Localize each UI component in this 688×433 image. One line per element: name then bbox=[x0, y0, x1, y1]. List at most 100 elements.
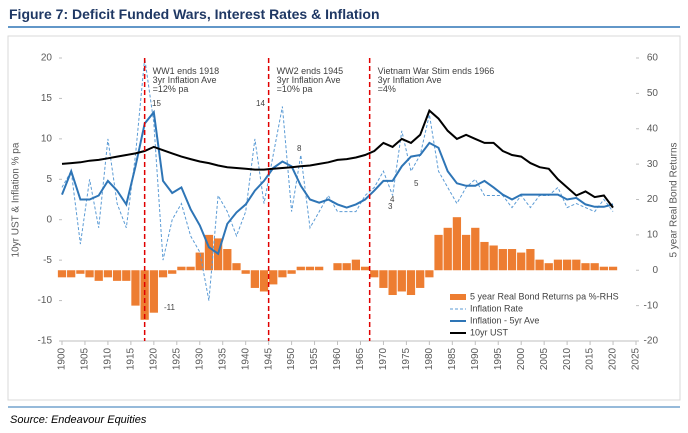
bar bbox=[562, 259, 572, 271]
x-tick-label: 1980 bbox=[424, 347, 435, 370]
bar bbox=[388, 270, 397, 296]
bar bbox=[489, 245, 498, 271]
x-tick-label: 2010 bbox=[562, 347, 573, 370]
x-tick-label: 1905 bbox=[80, 347, 91, 370]
legend-label: Inflation Rate bbox=[470, 303, 523, 313]
x-tick-label: 1970 bbox=[378, 347, 389, 370]
x-tick-label: 1955 bbox=[309, 347, 320, 370]
bar bbox=[342, 263, 351, 271]
x-tick-label: 1985 bbox=[447, 347, 458, 370]
event-label: 3yr Inflation Ave bbox=[277, 75, 341, 85]
x-tick-label: 1960 bbox=[332, 347, 343, 370]
bar bbox=[526, 249, 535, 271]
bar bbox=[461, 234, 471, 271]
y2-axis-label: 5 year Real Bond Returns bbox=[669, 142, 680, 257]
x-tick-label: 2005 bbox=[539, 347, 550, 370]
bar bbox=[94, 270, 103, 281]
source: Source: Endeavour Equities bbox=[10, 414, 147, 426]
bar bbox=[333, 263, 342, 271]
y2-tick-label: -20 bbox=[644, 336, 659, 347]
bar bbox=[351, 259, 361, 271]
x-tick-label: 1925 bbox=[171, 347, 182, 370]
y-tick-label: -15 bbox=[38, 336, 53, 347]
x-tick-label: 1910 bbox=[103, 347, 114, 370]
y2-tick-label: 0 bbox=[652, 265, 658, 276]
chart-frame bbox=[7, 35, 681, 401]
bar bbox=[370, 270, 379, 278]
legend-label: 5 year Real Bond Returns pa %-RHS bbox=[470, 291, 619, 301]
point-label: 8 bbox=[297, 144, 302, 153]
point-label: -11 bbox=[164, 303, 176, 312]
bar bbox=[544, 263, 553, 271]
bar bbox=[425, 270, 434, 278]
point-label: 3 bbox=[388, 202, 393, 211]
bar bbox=[305, 266, 315, 271]
event-label: 3yr Inflation Ave bbox=[153, 75, 217, 85]
x-tick-label: 2000 bbox=[516, 347, 527, 370]
bar bbox=[131, 270, 140, 306]
bar bbox=[416, 270, 425, 288]
bar bbox=[517, 252, 526, 271]
event-label: Vietnam War Stim ends 1966 bbox=[378, 66, 495, 76]
bar bbox=[507, 249, 517, 271]
bar bbox=[360, 266, 370, 271]
bar bbox=[443, 227, 452, 271]
bar bbox=[85, 270, 94, 278]
event-label: =10% pa bbox=[277, 84, 313, 94]
x-tick-label: 1900 bbox=[57, 347, 68, 370]
x-tick-label: 2020 bbox=[608, 347, 619, 370]
bar bbox=[287, 270, 296, 274]
bar bbox=[278, 270, 287, 278]
y2-tick-label: 30 bbox=[647, 159, 659, 170]
bar bbox=[103, 270, 113, 278]
bar bbox=[140, 270, 149, 320]
bar bbox=[406, 270, 416, 296]
x-tick-label: 1940 bbox=[240, 347, 251, 370]
bar bbox=[112, 270, 122, 281]
y2-tick-label: 60 bbox=[647, 53, 659, 64]
bar bbox=[535, 259, 544, 271]
bar bbox=[122, 270, 131, 281]
x-tick-label: 2015 bbox=[585, 347, 596, 370]
x-tick-label: 1950 bbox=[286, 347, 297, 370]
bar bbox=[67, 270, 76, 278]
bar bbox=[572, 259, 581, 271]
x-tick-label: 1995 bbox=[493, 347, 504, 370]
bar bbox=[241, 270, 250, 274]
bar bbox=[581, 263, 590, 271]
point-label: 15 bbox=[152, 99, 161, 108]
event-label: =12% pa bbox=[153, 84, 189, 94]
event-label: 3yr Inflation Ave bbox=[378, 75, 442, 85]
bar bbox=[599, 266, 608, 271]
bar bbox=[471, 227, 480, 271]
bar bbox=[149, 270, 158, 313]
bar bbox=[168, 270, 177, 274]
x-tick-label: 1945 bbox=[263, 347, 274, 370]
legend-swatch bbox=[450, 294, 466, 300]
bar bbox=[498, 249, 507, 271]
y-axis-label: 10yr UST & Inflation % pa bbox=[11, 142, 22, 257]
legend-label: Inflation - 5yr Ave bbox=[470, 315, 539, 325]
bar bbox=[195, 252, 204, 271]
y2-tick-label: 50 bbox=[647, 88, 659, 99]
bar bbox=[397, 270, 406, 292]
y-tick-label: 10 bbox=[41, 133, 53, 144]
legend-label: 10yr UST bbox=[470, 327, 509, 337]
y-tick-label: 20 bbox=[41, 53, 53, 64]
y2-tick-label: 20 bbox=[647, 194, 659, 205]
y2-tick-label: 40 bbox=[647, 123, 659, 134]
y-tick-label: -5 bbox=[43, 255, 52, 266]
event-label: WW2 ends 1945 bbox=[277, 66, 344, 76]
bar bbox=[186, 266, 195, 271]
bar bbox=[232, 263, 241, 271]
bar bbox=[204, 234, 214, 271]
chart-title: Figure 7: Deficit Funded Wars, Interest … bbox=[9, 6, 380, 22]
y-tick-label: 15 bbox=[41, 93, 53, 104]
x-tick-label: 1965 bbox=[355, 347, 366, 370]
bar bbox=[223, 249, 232, 271]
point-label: 14 bbox=[256, 99, 265, 108]
bar bbox=[434, 234, 443, 271]
event-label: =4% bbox=[378, 84, 396, 94]
bar bbox=[480, 241, 489, 271]
y2-tick-label: -10 bbox=[644, 300, 659, 311]
